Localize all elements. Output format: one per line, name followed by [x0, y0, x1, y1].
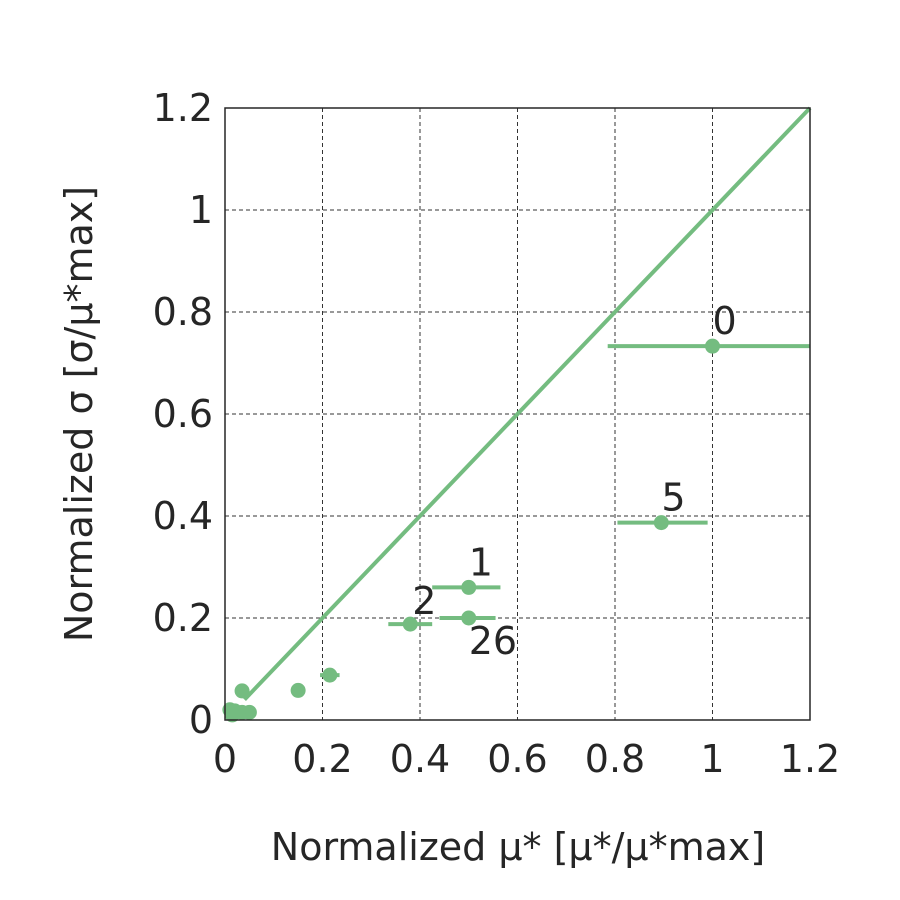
- point-label: 5: [661, 476, 685, 520]
- y-axis-label: Normalized σ [σ/μ*max]: [57, 186, 101, 642]
- x-tick-label: 0.6: [487, 737, 547, 781]
- data-point: [290, 682, 306, 698]
- x-axis-label-text: Normalized μ* [μ*/μ*max]: [271, 825, 765, 869]
- reference-line: [243, 106, 812, 701]
- y-tick-label: 0: [189, 698, 213, 742]
- y-tick-labels: 0 0.2 0.4 0.6 0.8 1 1.2: [153, 86, 213, 742]
- y-tick-label: 0.2: [153, 596, 213, 640]
- plot-frame: [224, 107, 811, 721]
- data-point: [322, 667, 338, 683]
- point-label: 0: [713, 299, 737, 343]
- data-point: [461, 579, 477, 595]
- y-axis-label-text: Normalized σ [σ/μ*max]: [57, 186, 101, 642]
- x-axis-label: Normalized μ* [μ*/μ*max]: [271, 825, 765, 869]
- data-point: [653, 515, 669, 531]
- point-label: 26: [469, 619, 517, 663]
- data-point: [224, 707, 240, 723]
- data-point: [234, 683, 250, 699]
- data-point: [461, 610, 477, 626]
- point-label: 2: [412, 579, 436, 623]
- data-point: [705, 338, 720, 354]
- x-tick-label: 0.4: [390, 737, 450, 781]
- y-tick-label: 0.4: [153, 494, 213, 538]
- data-points: 0 5 1 26 2: [222, 299, 810, 723]
- x-tick-label: 1.2: [780, 737, 840, 781]
- x-tick-label: 0: [213, 737, 237, 781]
- x-tick-label: 0.2: [292, 737, 352, 781]
- data-point: [402, 616, 418, 632]
- x-tick-label: 0.8: [585, 737, 645, 781]
- y-tick-label: 0.8: [153, 290, 213, 334]
- x-tick-label: 1: [700, 737, 724, 781]
- y-tick-label: 0.6: [153, 392, 213, 436]
- point-label: 1: [469, 540, 493, 584]
- y-tick-label: 1: [189, 188, 213, 232]
- y-tick-label: 1.2: [153, 86, 213, 130]
- reference-line-group: [243, 106, 812, 701]
- x-tick-labels: 0 0.2 0.4 0.6 0.8 1 1.2: [213, 737, 840, 781]
